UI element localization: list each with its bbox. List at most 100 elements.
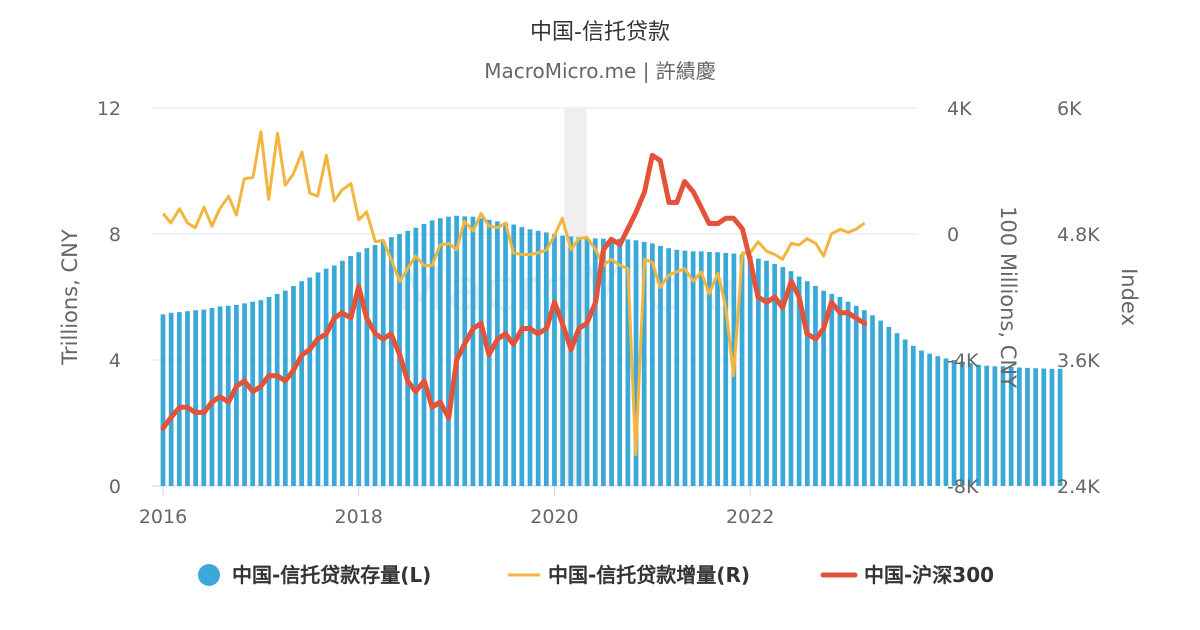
- bar: [1049, 368, 1055, 486]
- bar: [943, 358, 949, 486]
- bar: [747, 256, 753, 486]
- bar: [176, 312, 182, 486]
- right-axis-title-millions: 100 Millions, CNY: [996, 206, 1020, 388]
- bar: [894, 333, 900, 486]
- bar: [372, 245, 378, 486]
- bar: [495, 221, 500, 486]
- bar: [796, 276, 802, 486]
- bar: [829, 293, 835, 486]
- bar: [454, 215, 459, 487]
- bar: [886, 326, 892, 486]
- bar: [421, 223, 427, 487]
- bar: [527, 229, 533, 486]
- bar: [592, 238, 598, 486]
- bar: [348, 256, 353, 486]
- bar: [201, 309, 207, 486]
- bar: [658, 245, 663, 486]
- bar: [601, 238, 606, 486]
- x-tick-label: 2022: [726, 506, 774, 528]
- bar: [1025, 367, 1030, 486]
- bar: [1016, 367, 1022, 486]
- bar: [437, 218, 443, 486]
- bar: [160, 314, 166, 486]
- bar: [641, 241, 647, 486]
- bar: [1057, 368, 1063, 486]
- bar: [315, 272, 321, 486]
- bar: [185, 311, 190, 486]
- bar: [1041, 368, 1047, 486]
- right-axis-tick-label-index: 6K: [1057, 98, 1082, 120]
- bar: [560, 235, 565, 486]
- bar: [690, 251, 696, 486]
- bar: [388, 237, 394, 486]
- bar: [519, 227, 525, 486]
- bar: [878, 320, 884, 486]
- left-axis-title: Trillions, CNY: [58, 229, 82, 366]
- bar: [1033, 368, 1039, 486]
- bar: [568, 236, 574, 486]
- bar: [772, 263, 778, 486]
- bar: [552, 234, 557, 486]
- left-axis-tick-label: 8: [109, 224, 121, 246]
- bar: [813, 285, 818, 486]
- bar: [331, 265, 337, 486]
- right-axis-title-index: Index: [1117, 268, 1141, 326]
- bar: [723, 252, 729, 486]
- legend-item-stock[interactable]: 中国-信托贷款存量(L): [198, 563, 431, 587]
- bar: [274, 293, 280, 486]
- right-axis-tick-label-index: 4.8K: [1057, 224, 1100, 246]
- bar: [364, 248, 370, 486]
- bar: [340, 260, 345, 486]
- bar: [764, 260, 769, 486]
- x-tick-label: 2020: [530, 506, 578, 528]
- right-axis-tick-label-millions: 4K: [947, 98, 972, 120]
- legend-item-increment[interactable]: 中国-信托贷款增量(R): [508, 563, 750, 587]
- left-axis-tick-label: 4: [109, 350, 121, 372]
- bar: [584, 237, 590, 486]
- bar: [821, 290, 826, 486]
- line-series-hs300: [160, 152, 868, 431]
- bar: [380, 241, 386, 486]
- chart-subtitle: MacroMicro.me | 許績慶: [484, 59, 716, 83]
- bar: [291, 285, 296, 486]
- bar: [674, 249, 680, 486]
- bar: [299, 281, 305, 486]
- bar: [968, 363, 973, 486]
- bar-series: [160, 215, 1063, 487]
- x-axis-ticks: 2016 2018 2020 2022: [139, 486, 774, 528]
- bar: [788, 271, 794, 486]
- bar: [429, 220, 435, 486]
- bar: [266, 297, 272, 486]
- right-axis-tick-label-millions: -4K: [947, 350, 979, 372]
- left-axis-tick-label: 12: [97, 98, 121, 120]
- bar: [470, 216, 476, 487]
- bar: [209, 308, 215, 486]
- bar: [698, 251, 704, 486]
- bar: [323, 268, 329, 486]
- bar: [242, 303, 247, 486]
- bar: [715, 252, 720, 486]
- bar: [543, 232, 549, 486]
- legend-label-increment: 中国-信托贷款增量(R): [548, 563, 750, 587]
- bar: [193, 310, 198, 486]
- bar: [984, 365, 990, 486]
- bar: [234, 304, 239, 486]
- bar: [356, 252, 362, 486]
- bar: [837, 297, 843, 486]
- legend: 中国-信托贷款存量(L) 中国-信托贷款增量(R) 中国-沪深300: [198, 563, 994, 587]
- chart-title: 中国-信托贷款: [530, 20, 670, 45]
- right-axis-tick-label-index: 3.6K: [1057, 350, 1100, 372]
- bar: [282, 290, 288, 486]
- bar: [168, 312, 174, 486]
- bar: [511, 224, 517, 487]
- bar: [633, 240, 639, 486]
- bar: [755, 258, 761, 486]
- legend-item-hs300[interactable]: 中国-沪深300: [820, 563, 994, 587]
- bar: [976, 364, 981, 486]
- right-axis-tick-label-millions: 0: [947, 224, 959, 246]
- bar: [413, 227, 419, 486]
- bar: [503, 222, 508, 486]
- bar: [902, 339, 908, 486]
- bar: [1000, 366, 1006, 486]
- bar: [682, 250, 688, 486]
